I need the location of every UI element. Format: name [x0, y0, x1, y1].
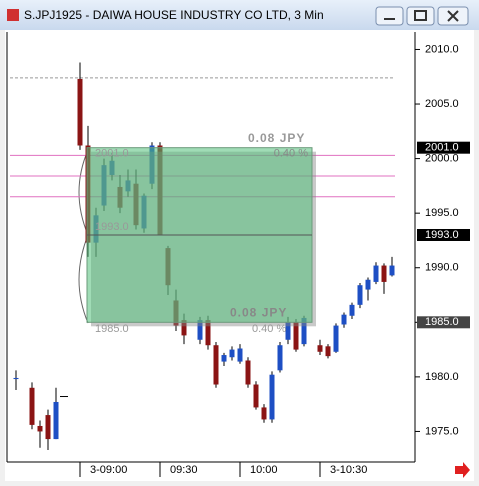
- y-tick-label: 1980.0: [425, 371, 459, 383]
- candle-body: [197, 320, 203, 340]
- candle-body: [269, 374, 275, 420]
- candle-body: [261, 407, 267, 420]
- candle-body: [45, 415, 51, 440]
- price-marker: [417, 141, 470, 154]
- x-tick-label: 10:00: [250, 464, 278, 476]
- app-icon: [7, 9, 19, 21]
- candle-body: [245, 360, 251, 385]
- close-icon: [447, 10, 459, 22]
- candle-body: [253, 384, 259, 408]
- candle-body: [317, 345, 323, 352]
- maximize-icon: [414, 10, 427, 21]
- candle-body: [285, 322, 291, 340]
- candle-body: [237, 348, 243, 362]
- y-tick-label: 1995.0: [425, 207, 459, 219]
- candle-body: [341, 314, 347, 325]
- box-label: 1993.0: [95, 221, 129, 233]
- candle-body: [229, 349, 235, 358]
- minimize-button[interactable]: [375, 6, 404, 26]
- box-label: 0.40 %: [274, 148, 308, 160]
- price-marker-label: 1985.0: [425, 316, 459, 328]
- candle-body: [365, 279, 371, 290]
- x-tick-label: 09:30: [170, 464, 198, 476]
- maximize-button[interactable]: [406, 6, 435, 26]
- candle-body: [181, 320, 187, 336]
- box-label: 0.08 JPY: [230, 305, 287, 319]
- candle-body: [389, 265, 395, 276]
- candle-body: [205, 320, 211, 346]
- box-label: 0.08 JPY: [248, 131, 305, 145]
- candle-body: [333, 325, 339, 352]
- candle-body: [77, 78, 83, 146]
- candle-body: [213, 345, 219, 385]
- candle-body: [349, 304, 355, 316]
- candle-body: [357, 285, 363, 305]
- candle-body: [293, 322, 299, 350]
- price-marker-label: 2001.0: [425, 142, 459, 154]
- candle-body: [53, 401, 59, 440]
- y-tick-label: 2000.0: [425, 153, 459, 165]
- price-marker-label: 1993.0: [425, 229, 459, 241]
- candle-body: [277, 345, 283, 371]
- price-marker: [417, 316, 470, 329]
- x-tick-label: 3-10:30: [330, 464, 367, 476]
- candle-body: [373, 265, 379, 282]
- y-tick-label: 2010.0: [425, 43, 459, 55]
- box-label: 2001.0: [95, 148, 129, 160]
- x-tick-label: 3-09:00: [90, 464, 127, 476]
- candle-body: [325, 346, 331, 357]
- chart-title: S.JPJ1925 - DAIWA HOUSE INDUSTRY CO LTD,…: [24, 8, 324, 22]
- y-tick-label: 1975.0: [425, 425, 459, 437]
- price-marker: [417, 228, 470, 241]
- candle-body: [381, 265, 387, 282]
- box-label: 1985.0: [95, 323, 129, 335]
- scroll-arrow[interactable]: [455, 462, 470, 478]
- y-tick-label: 1990.0: [425, 262, 459, 274]
- candle-body: [37, 425, 43, 432]
- candle-body: [301, 317, 307, 345]
- candle-body: [29, 387, 35, 425]
- candle-body: [13, 377, 19, 380]
- y-tick-label: 2005.0: [425, 98, 459, 110]
- box-label: 0.40 %: [252, 323, 286, 335]
- bracket: [78, 149, 89, 324]
- candle-body: [221, 355, 227, 362]
